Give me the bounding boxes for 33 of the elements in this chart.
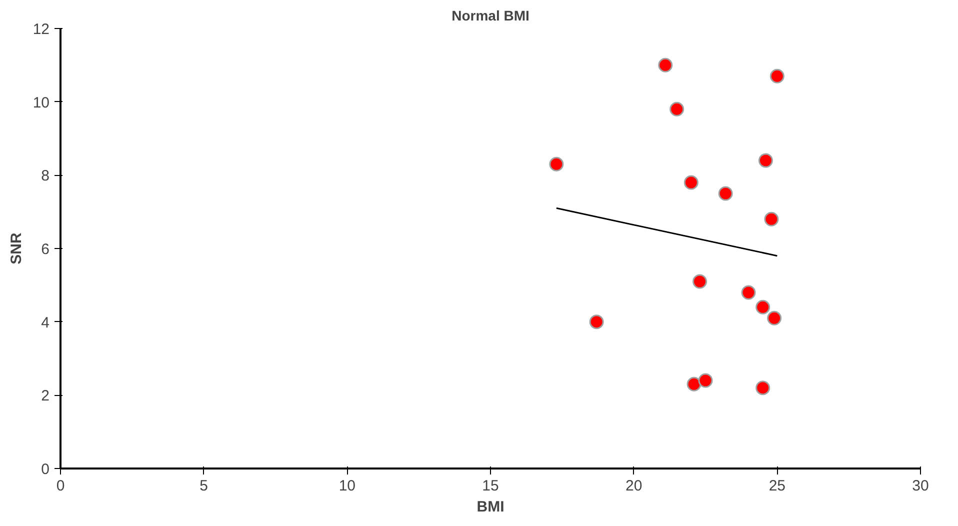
y-tick-label: 6: [41, 241, 50, 258]
point: [767, 310, 782, 326]
point: [698, 373, 713, 388]
point: [770, 68, 784, 84]
y-tick-label: 12: [32, 21, 50, 38]
x-tick-label: 5: [200, 478, 208, 494]
point: [692, 274, 708, 289]
y-tick-label: 0: [41, 461, 50, 478]
x-tick-label: 15: [482, 478, 499, 494]
point: [758, 153, 773, 168]
y-tick-label: 10: [32, 94, 50, 112]
y-tick-label: 8: [41, 168, 50, 185]
x-tick-label: 30: [912, 478, 929, 494]
point: [670, 102, 684, 116]
x-axis-title: BMI: [476, 498, 504, 516]
y-axis-title: SNR: [8, 232, 25, 264]
y-tick-label: 2: [41, 388, 50, 405]
x-tick-label: 25: [768, 478, 786, 494]
y-tick-label: 4: [41, 314, 50, 332]
point: [658, 58, 673, 72]
point: [684, 175, 698, 190]
point: [764, 212, 779, 226]
point: [756, 380, 770, 396]
point: [718, 186, 733, 201]
x-tick-label: 20: [625, 478, 642, 494]
x-tick-label: 0: [56, 478, 65, 494]
chart-title: Normal BMI: [452, 8, 530, 24]
point: [686, 376, 702, 392]
point: [549, 156, 564, 172]
point: [589, 314, 604, 330]
x-tick-label: 10: [338, 478, 356, 494]
point: [756, 300, 770, 314]
point: [741, 285, 756, 300]
